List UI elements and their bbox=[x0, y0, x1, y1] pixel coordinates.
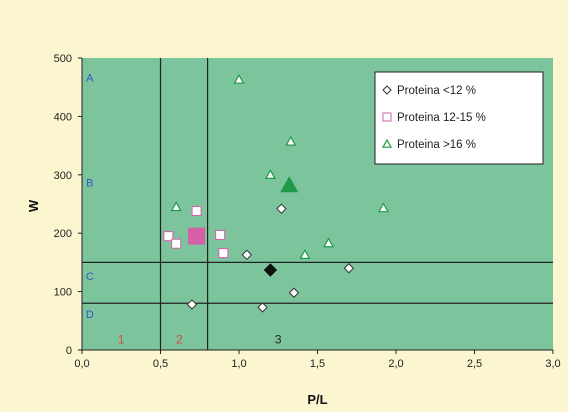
y-tick-label: 0 bbox=[66, 345, 72, 357]
data-point bbox=[191, 206, 202, 217]
y-tick-label: 200 bbox=[54, 228, 72, 240]
x-tick-label: 1,5 bbox=[310, 358, 325, 370]
legend: Proteina <12 % Proteina 12-15 % Proteina >… bbox=[374, 71, 544, 165]
data-point bbox=[186, 299, 198, 310]
legend-marker bbox=[382, 85, 392, 95]
data-point bbox=[170, 201, 182, 212]
zone-number: 2 bbox=[176, 332, 183, 346]
x-tick-label: 2,0 bbox=[388, 358, 403, 370]
reference-lines bbox=[82, 58, 553, 350]
data-points bbox=[163, 73, 389, 313]
data-point bbox=[163, 231, 174, 242]
x-tick-label: 0,0 bbox=[74, 358, 89, 370]
data-point bbox=[377, 202, 389, 213]
data-point bbox=[288, 287, 300, 298]
data-point bbox=[218, 248, 229, 259]
y-axis: 0 100 200 300 400 500 bbox=[54, 53, 83, 357]
x-tick-label: 3,0 bbox=[545, 358, 560, 370]
zone-letter: C bbox=[86, 271, 94, 283]
y-tick-label: 100 bbox=[54, 287, 72, 299]
x-tick-label: 0,5 bbox=[153, 358, 168, 370]
legend-label: Proteina 12-15 % bbox=[397, 112, 486, 124]
x-axis-title: P/L bbox=[307, 392, 327, 407]
data-point bbox=[241, 249, 253, 261]
data-point bbox=[257, 302, 268, 313]
data-point bbox=[322, 237, 335, 248]
legend-label: Proteina >16 % bbox=[397, 139, 476, 151]
data-point bbox=[171, 238, 182, 249]
legend-marker bbox=[382, 112, 392, 122]
mean-point bbox=[188, 227, 206, 245]
mean-point bbox=[263, 263, 278, 277]
zone-letter: D bbox=[86, 309, 94, 321]
x-tick-label: 1,0 bbox=[231, 358, 246, 370]
zone-number: 3 bbox=[275, 332, 282, 346]
zone-letter: B bbox=[86, 177, 93, 189]
data-point bbox=[264, 169, 276, 179]
data-point bbox=[343, 263, 355, 274]
data-point bbox=[215, 229, 226, 240]
x-axis: 0,0 0,5 1,0 1,5 2,0 2,5 3,0 bbox=[74, 349, 561, 370]
zone-letter: A bbox=[86, 72, 94, 84]
legend-box bbox=[374, 71, 544, 165]
mean-point bbox=[280, 176, 299, 193]
data-point bbox=[233, 73, 245, 84]
data-point bbox=[276, 203, 287, 214]
zone-labels: A B C D 1 2 3 bbox=[86, 72, 282, 346]
y-axis-title: W bbox=[26, 199, 41, 212]
data-point bbox=[299, 249, 311, 260]
x-tick-label: 2,5 bbox=[467, 358, 482, 370]
data-point bbox=[285, 135, 297, 146]
y-tick-label: 300 bbox=[54, 170, 72, 182]
y-tick-label: 500 bbox=[54, 53, 72, 65]
legend-marker bbox=[381, 138, 393, 148]
legend-label: Proteina <12 % bbox=[397, 85, 476, 97]
zone-number: 1 bbox=[118, 332, 125, 346]
y-tick-label: 400 bbox=[54, 111, 72, 123]
